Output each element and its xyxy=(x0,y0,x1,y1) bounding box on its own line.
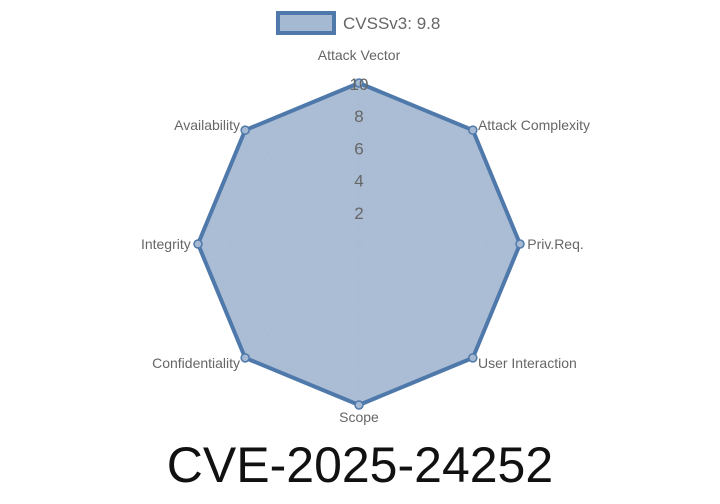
tick-label: 6 xyxy=(354,139,363,158)
tick-label: 10 xyxy=(350,75,369,94)
axis-label: User Interaction xyxy=(478,355,577,371)
data-point xyxy=(240,125,250,135)
legend-swatch xyxy=(276,11,336,35)
data-point xyxy=(515,239,525,249)
tick-labels: 2 4 6 8 10 xyxy=(350,75,369,223)
axis-label: Attack Complexity xyxy=(478,117,590,133)
axis-labels: Attack Vector Attack Complexity Priv.Req. U… xyxy=(141,47,590,425)
data-point xyxy=(468,125,478,135)
tick-label: 2 xyxy=(354,204,363,223)
chart-title: CVE-2025-24252 xyxy=(167,437,553,493)
axis-label: Attack Vector xyxy=(318,47,401,63)
legend: CVSSv3: 9.8 xyxy=(276,11,440,35)
data-point xyxy=(354,78,364,88)
axis-label: Availability xyxy=(174,117,240,133)
legend-label: CVSSv3: 9.8 xyxy=(343,14,440,33)
axis-label: Priv.Req. xyxy=(527,236,584,252)
axis-label: Scope xyxy=(339,409,379,425)
axis-label: Integrity xyxy=(141,236,191,252)
series xyxy=(193,78,525,410)
data-point xyxy=(240,353,250,363)
axis-label: Confidentiality xyxy=(152,355,240,371)
tick-label: 4 xyxy=(354,172,363,191)
data-point xyxy=(193,239,203,249)
data-point xyxy=(354,400,364,410)
data-point xyxy=(468,353,478,363)
tick-label: 8 xyxy=(354,107,363,126)
